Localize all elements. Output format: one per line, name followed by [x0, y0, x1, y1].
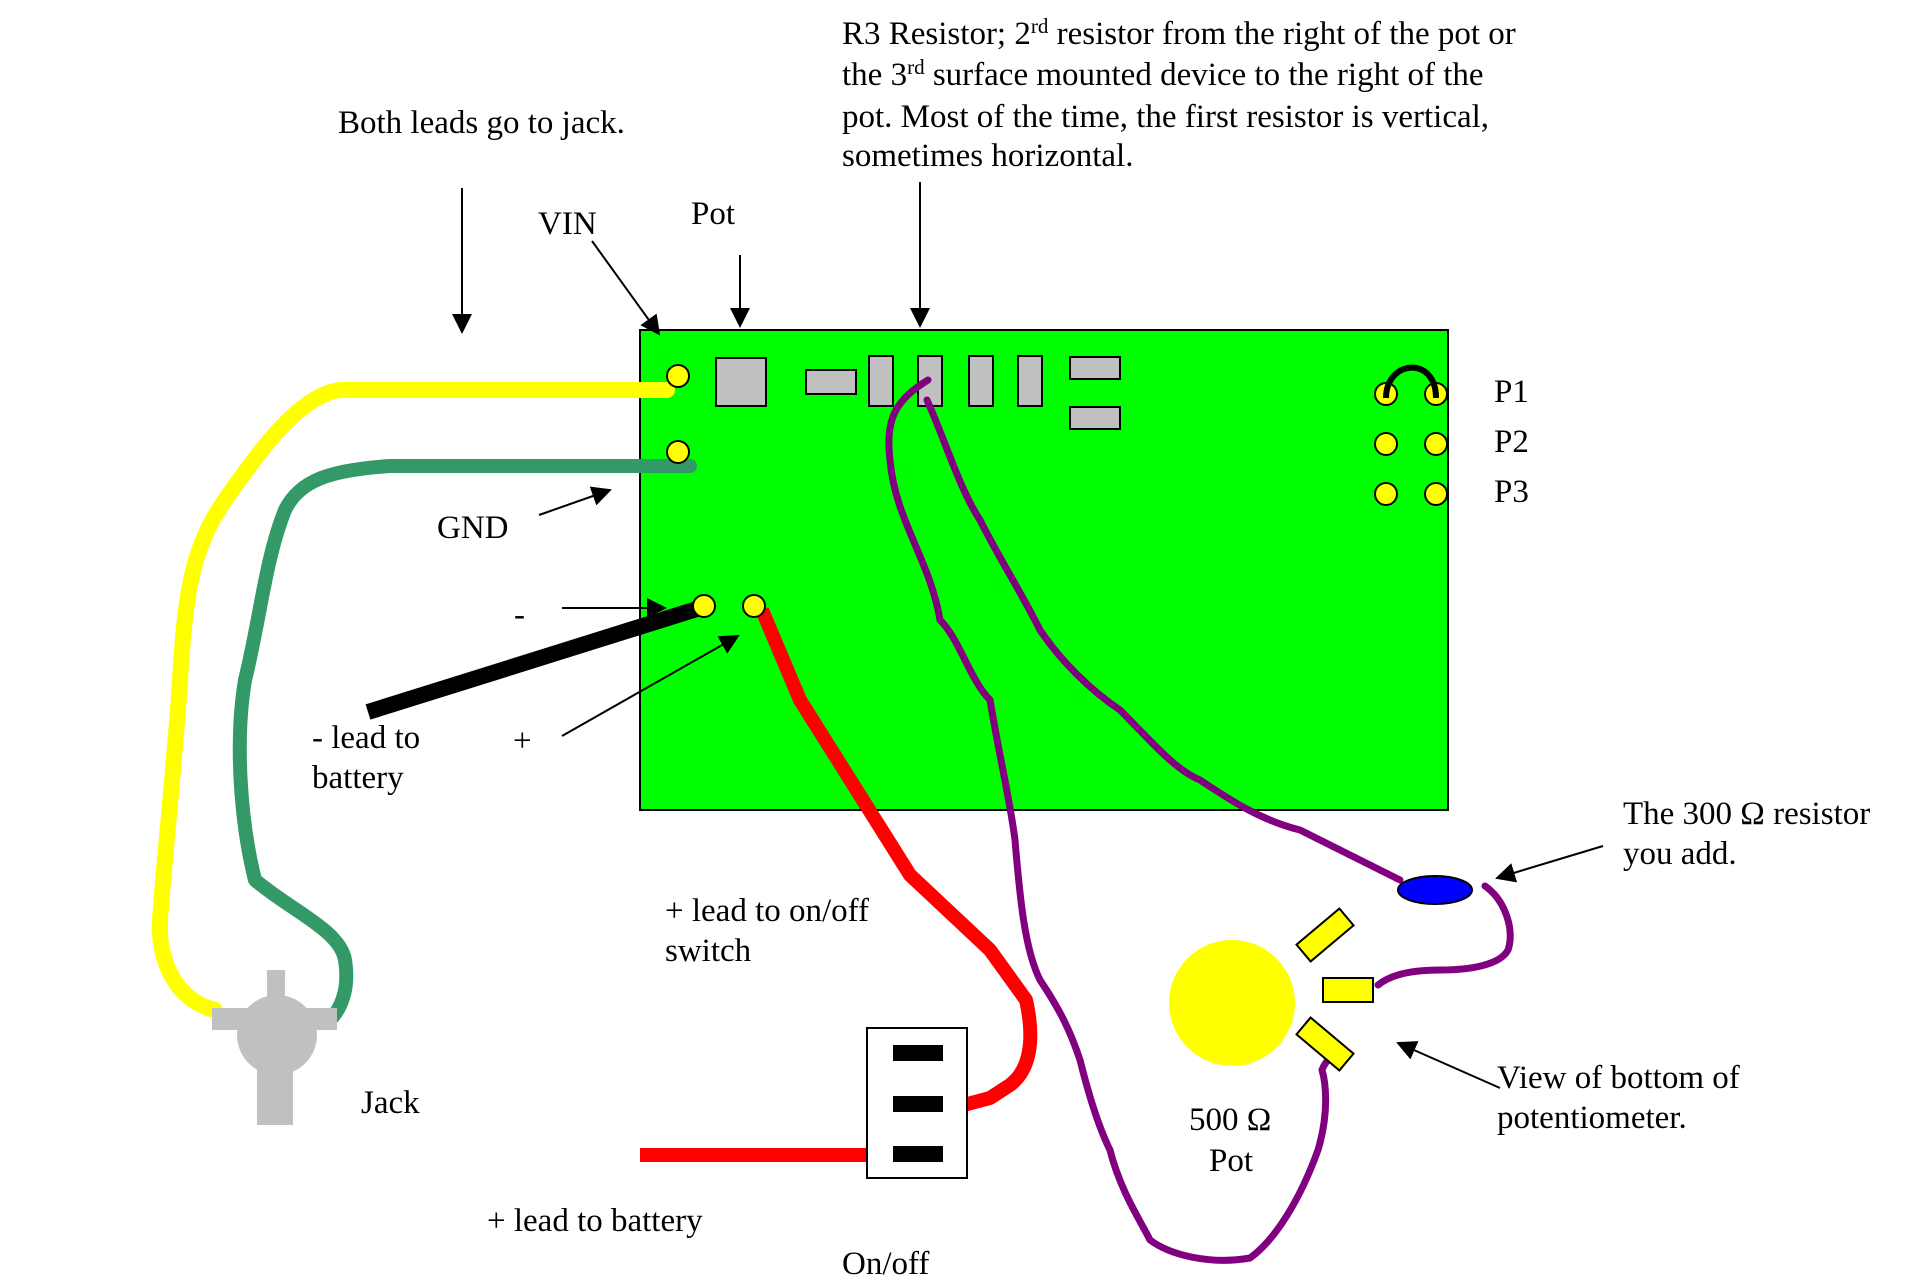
callout-arrows: [452, 182, 1604, 1089]
yellow-wire: [151, 382, 675, 1018]
smd-components: [715, 355, 1121, 430]
label-resistor-add-1: The 300 Ω resistor: [1623, 796, 1870, 832]
label-r3-line2: the 3rd surface mounted device to the ri…: [842, 55, 1484, 93]
smd-horizontal-3: [1069, 406, 1121, 430]
purple-wire-right: [923, 396, 1404, 884]
label-pot-top: Pot: [691, 196, 735, 232]
red-wire-switch: [755, 607, 1038, 1117]
purple-wire-left: [885, 376, 1344, 1264]
label-p3: P3: [1494, 474, 1529, 510]
p2-left-pad: [1374, 432, 1398, 456]
battery-plus-pad: [742, 594, 766, 618]
switch-terminal-2: [893, 1096, 943, 1112]
label-view-bottom-1: View of bottom of: [1497, 1060, 1740, 1096]
label-r3-line3: pot. Most of the time, the first resisto…: [842, 99, 1489, 135]
label-r3-line1: R3 Resistor; 2rd resistor from the right…: [842, 14, 1516, 52]
label-switch-lead-1: + lead to on/off: [665, 893, 869, 929]
p1-jumper: [1383, 364, 1439, 399]
smd-vertical-3: [968, 355, 994, 407]
gnd-pad: [666, 440, 690, 464]
smd-vertical-1: [868, 355, 894, 407]
label-onoff: On/off: [842, 1246, 929, 1282]
p3-right-pad: [1424, 482, 1448, 506]
label-r3-line4: sometimes horizontal.: [842, 138, 1133, 174]
vin-pad: [666, 364, 690, 388]
battery-minus-pad: [692, 594, 716, 618]
arrow-vin: [591, 240, 661, 336]
added-resistor: [1397, 875, 1473, 905]
purple-wire-resistor: [1374, 882, 1514, 989]
arrow-pot-view: [1396, 1041, 1501, 1089]
label-vin: VIN: [538, 206, 597, 242]
label-pot-bottom: Pot: [1209, 1143, 1253, 1179]
p2-right-pad: [1424, 432, 1448, 456]
pot-lug-bottom: [1295, 1016, 1355, 1072]
switch-terminal-1: [893, 1045, 943, 1061]
arrow-resistor: [1495, 845, 1604, 883]
jack-connector: [212, 970, 337, 1125]
smd-vertical-4: [1017, 355, 1043, 407]
label-pot-value: 500 Ω: [1189, 1102, 1271, 1138]
label-both-leads: Both leads go to jack.: [338, 105, 625, 141]
label-minus: -: [514, 597, 525, 633]
pot-lug-middle: [1322, 977, 1374, 1003]
label-resistor-add-2: you add.: [1623, 836, 1737, 872]
p3-left-pad: [1374, 482, 1398, 506]
arrow-gnd: [538, 486, 612, 516]
pot-lug-top: [1295, 907, 1355, 963]
pot-body: [1169, 940, 1295, 1066]
black-wire: [365, 600, 703, 720]
label-switch-lead-2: switch: [665, 933, 752, 969]
label-p1: P1: [1494, 374, 1529, 410]
arrow-plus: [561, 635, 740, 737]
circuit-board: [639, 329, 1449, 811]
label-gnd: GND: [437, 510, 509, 546]
smd-horizontal-2: [1069, 356, 1121, 380]
label-battery-lead: + lead to battery: [487, 1203, 703, 1239]
potentiometer: [1169, 907, 1374, 1072]
label-neg-lead-2: battery: [312, 760, 404, 796]
switch-terminal-3: [893, 1146, 943, 1162]
label-p2: P2: [1494, 424, 1529, 460]
smd-horizontal-1: [805, 369, 857, 395]
pot-component: [715, 357, 767, 407]
green-wire: [232, 459, 697, 1027]
label-neg-lead-1: - lead to: [312, 720, 420, 756]
header-pads: [1374, 382, 1448, 506]
label-plus: +: [513, 723, 532, 759]
label-jack: Jack: [361, 1085, 420, 1121]
label-view-bottom-2: potentiometer.: [1497, 1100, 1687, 1136]
onoff-switch: [866, 1027, 968, 1179]
